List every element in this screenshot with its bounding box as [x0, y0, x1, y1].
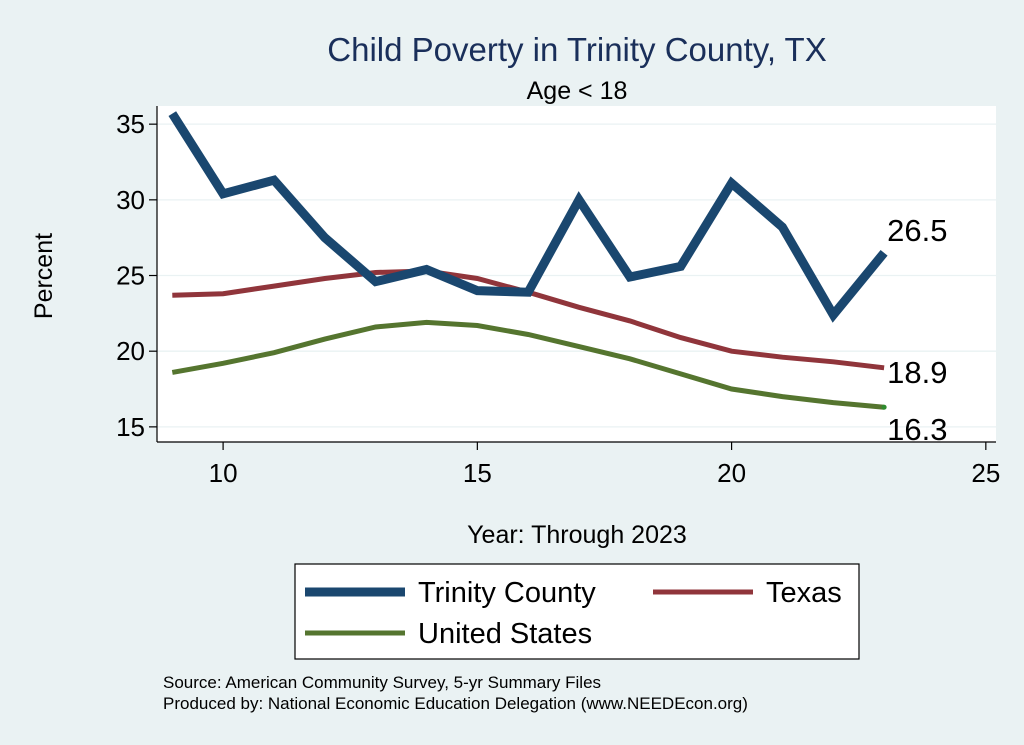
legend: Trinity County Texas United States	[294, 563, 860, 660]
x-tick-label: 25	[971, 458, 1000, 488]
end-point-marker	[881, 404, 887, 410]
x-tick-label: 15	[463, 458, 492, 488]
end-label: 26.5	[887, 213, 947, 248]
x-tick-label: 10	[209, 458, 238, 488]
series-line-trinity-county	[168, 111, 888, 323]
legend-box	[294, 563, 860, 660]
y-ticks: 15 20 25 30 35	[116, 109, 157, 442]
series-line-united-states	[171, 319, 885, 410]
x-ticks: 10 15 20 25	[209, 442, 1000, 488]
axes	[156, 106, 996, 443]
y-tick-label: 20	[116, 336, 145, 366]
source-note: Source: American Community Survey, 5-yr …	[163, 673, 601, 692]
series-lines	[168, 111, 888, 410]
x-tick-label: 20	[717, 458, 746, 488]
plot-area	[157, 106, 996, 442]
produced-by-note: Produced by: National Economic Education…	[163, 694, 748, 713]
end-labels: 26.5 18.9 16.3	[887, 213, 947, 447]
end-label: 18.9	[887, 355, 947, 390]
y-tick-label: 30	[116, 185, 145, 215]
x-axis-title: Year: Through 2023	[467, 521, 687, 549]
end-label: 16.3	[887, 412, 947, 447]
y-axis-title: Percent	[30, 233, 58, 319]
chart-subtitle: Age < 18	[527, 77, 628, 105]
y-tick-label: 35	[116, 109, 145, 139]
y-tick-label: 15	[116, 412, 145, 442]
legend-label: Trinity County	[418, 577, 596, 609]
y-tick-label: 25	[116, 261, 145, 291]
chart-title: Child Poverty in Trinity County, TX	[327, 31, 826, 68]
legend-label: United States	[418, 618, 592, 650]
legend-label: Texas	[766, 577, 842, 609]
